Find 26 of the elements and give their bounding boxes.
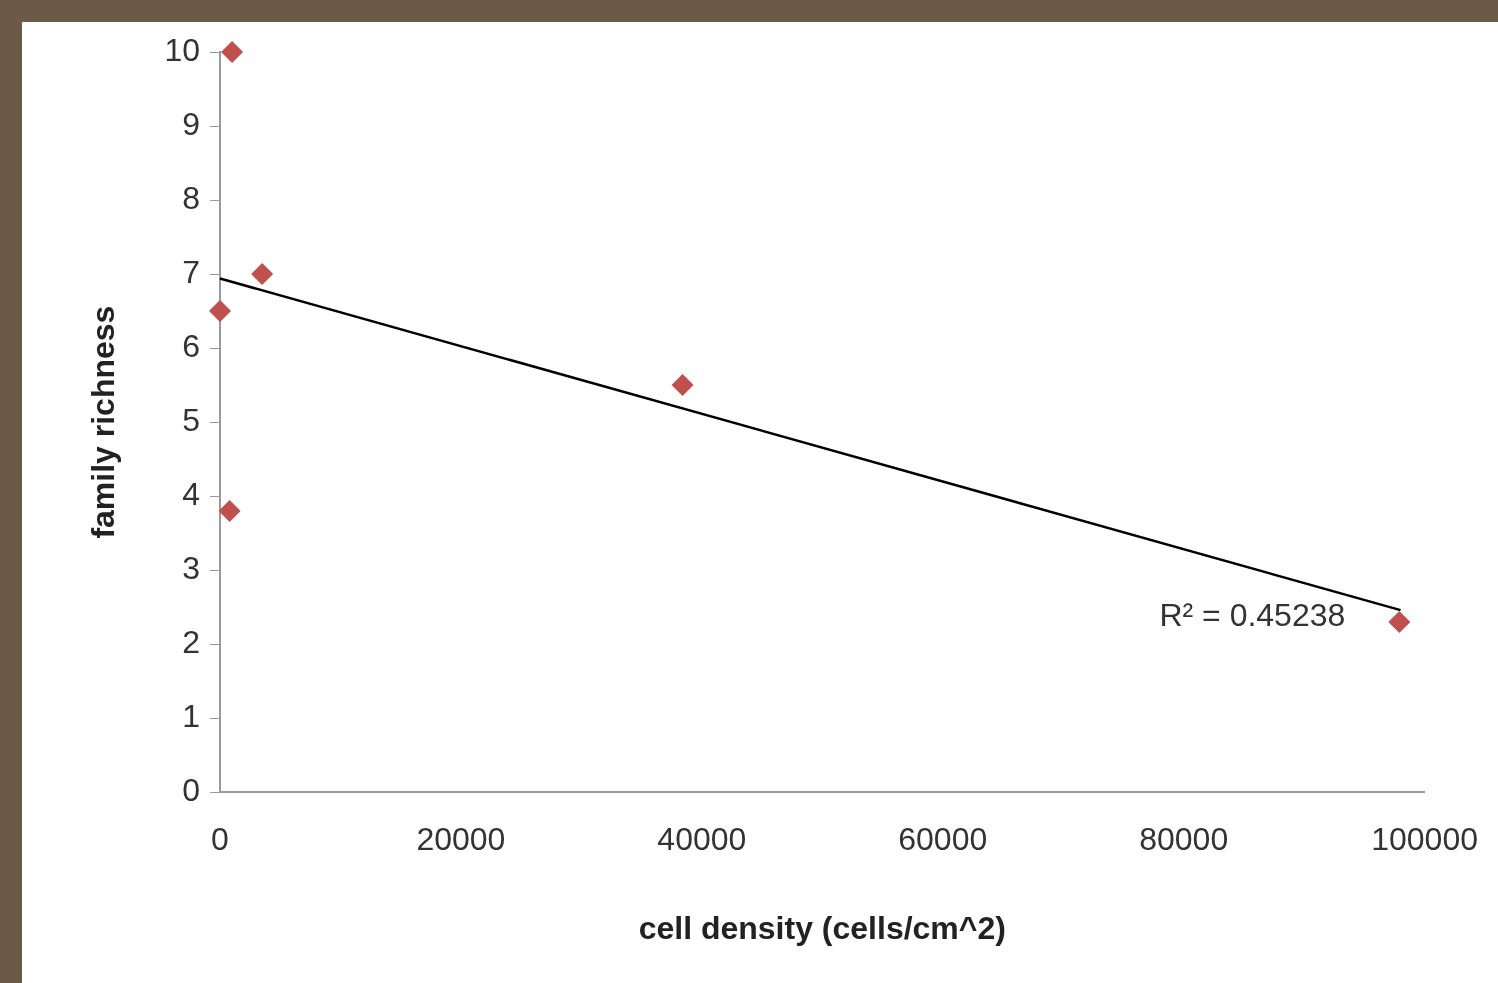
annotation: R² = 0.45238 <box>1159 597 1346 634</box>
point <box>1388 610 1411 633</box>
x-tick-label: 80000 <box>1139 821 1229 858</box>
x-axis-title: cell density (cells/cm^2) <box>638 909 1006 946</box>
y-tick-label: 10 <box>164 31 200 68</box>
y-tick-label: 7 <box>182 253 200 290</box>
y-tick-label: 8 <box>182 179 200 216</box>
x-tick-label: 100000 <box>1371 821 1478 858</box>
x-tick-label: 20000 <box>416 821 506 858</box>
y-tick-label: 6 <box>182 327 200 364</box>
y-tick-label: 2 <box>182 623 200 660</box>
point <box>221 41 244 63</box>
point <box>218 499 241 522</box>
y-tick-label: 5 <box>182 401 200 438</box>
point <box>251 263 274 286</box>
point <box>208 300 231 323</box>
x-tick-label: 40000 <box>657 821 747 858</box>
point <box>671 374 694 397</box>
y-tick-label: 1 <box>182 698 200 735</box>
y-tick-label: 9 <box>182 105 200 142</box>
y-tick-label: 4 <box>182 475 200 512</box>
y-axis-title: family richness <box>85 305 122 539</box>
y-tick-label: 3 <box>182 549 200 586</box>
x-tick-label: 0 <box>211 821 229 858</box>
y-tick-label: 0 <box>182 772 200 809</box>
x-tick-label: 60000 <box>898 821 988 858</box>
